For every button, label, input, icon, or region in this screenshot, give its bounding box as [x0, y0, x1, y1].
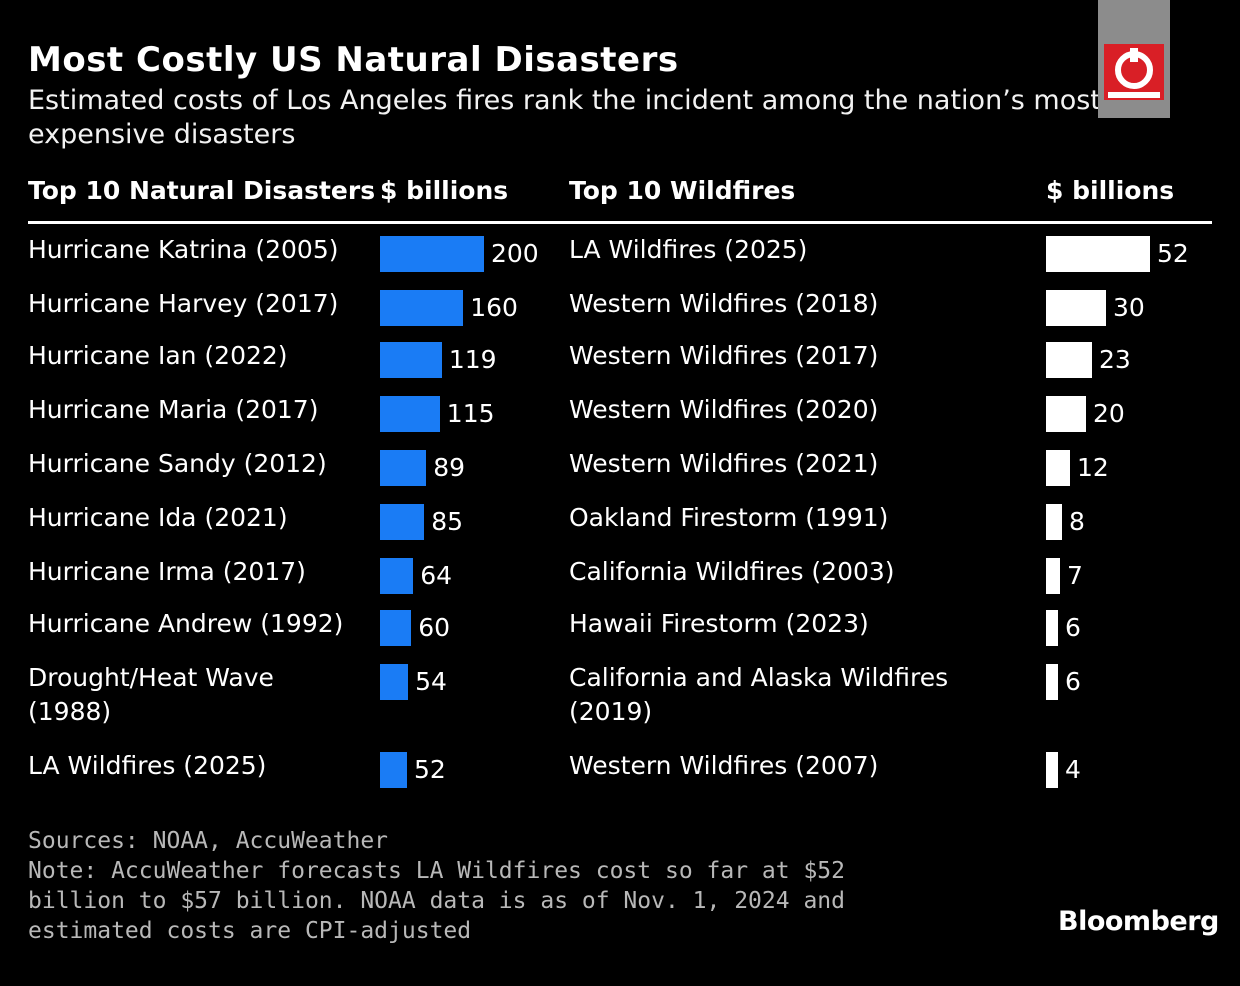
chart-title: Most Costly US Natural Disasters	[28, 40, 679, 80]
right-unit-header: $ billions	[1046, 176, 1175, 205]
disaster-label: Hurricane Ida (2021)	[28, 503, 288, 532]
wildfire-value-label: 20	[1093, 399, 1125, 428]
watermark-icon	[1104, 44, 1164, 100]
disaster-bar	[380, 558, 414, 594]
wildfire-value-label: 30	[1113, 293, 1145, 322]
wildfire-value-label: 52	[1157, 239, 1189, 268]
wildfire-bar	[1046, 558, 1060, 594]
disaster-value-label: 115	[446, 399, 495, 428]
disaster-bar	[380, 342, 442, 378]
watermark-logo	[1098, 0, 1170, 118]
note-text: Note: AccuWeather forecasts LA Wildfires…	[28, 858, 845, 944]
disaster-value-label: 119	[448, 345, 497, 374]
wildfire-value-label: 8	[1069, 507, 1085, 536]
left-table-header: Top 10 Natural Disasters	[28, 176, 376, 205]
wildfire-value-label: 6	[1065, 613, 1081, 642]
disaster-bar	[380, 450, 427, 486]
wildfire-label: Western Wildfires (2017)	[569, 341, 879, 370]
disaster-bar	[380, 610, 412, 646]
disaster-label: Hurricane Ian (2022)	[28, 341, 288, 370]
disaster-label: Drought/Heat Wave (1988)	[28, 663, 274, 726]
wildfire-bar	[1046, 396, 1086, 432]
wildfire-value-label: 12	[1077, 453, 1109, 482]
disaster-value-label: 54	[415, 667, 447, 696]
wildfire-label: Oakland Firestorm (1991)	[569, 503, 889, 532]
disaster-value-label: 160	[470, 293, 518, 322]
wildfire-value-label: 7	[1067, 561, 1083, 590]
disaster-label: Hurricane Andrew (1992)	[28, 609, 344, 638]
disaster-label: LA Wildfires (2025)	[28, 751, 267, 780]
wildfire-label: Hawaii Firestorm (2023)	[569, 609, 869, 638]
sources-text: Sources: NOAA, AccuWeather	[28, 828, 389, 854]
footer-notes: Sources: NOAA, AccuWeather Note: AccuWea…	[28, 826, 948, 946]
bloomberg-logo: Bloomberg	[1058, 906, 1219, 937]
header-divider	[28, 221, 1212, 224]
wildfire-bar	[1046, 450, 1070, 486]
disaster-bar	[380, 236, 484, 272]
wildfire-bar	[1046, 752, 1058, 788]
disaster-label: Hurricane Irma (2017)	[28, 557, 306, 586]
chart-subtitle: Estimated costs of Los Angeles fires ran…	[28, 85, 1101, 150]
wildfire-bar	[1046, 342, 1092, 378]
disaster-value-label: 60	[418, 613, 450, 642]
wildfire-label: Western Wildfires (2018)	[569, 289, 879, 318]
disaster-value-label: 85	[431, 507, 463, 536]
disaster-value-label: 89	[433, 453, 466, 482]
disaster-label: Hurricane Katrina (2005)	[28, 235, 339, 264]
disaster-bar	[380, 664, 409, 700]
disaster-bar	[380, 290, 464, 326]
wildfire-bar	[1046, 610, 1058, 646]
wildfire-label: Western Wildfires (2021)	[569, 449, 879, 478]
disaster-value-label: 52	[414, 755, 446, 784]
wildfire-value-label: 4	[1065, 755, 1081, 784]
wildfire-label: Western Wildfires (2020)	[569, 395, 879, 424]
right-table-header: Top 10 Wildfires	[569, 176, 796, 205]
wildfire-label: California Wildfires (2003)	[569, 557, 895, 586]
wildfire-bar	[1046, 504, 1062, 540]
wildfire-label: California and Alaska Wildfires (2019)	[569, 663, 949, 726]
disaster-bar	[380, 504, 425, 540]
wildfire-bar	[1046, 664, 1058, 700]
wildfire-label: LA Wildfires (2025)	[569, 235, 808, 264]
wildfire-label: Western Wildfires (2007)	[569, 751, 879, 780]
wildfire-bar	[1046, 236, 1150, 272]
disaster-bar	[380, 752, 408, 788]
wildfire-value-label: 23	[1099, 345, 1131, 374]
wildfire-bar	[1046, 290, 1106, 326]
disaster-label: Hurricane Maria (2017)	[28, 395, 319, 424]
disaster-value-label: 200	[491, 239, 539, 268]
disaster-label: Hurricane Sandy (2012)	[28, 449, 327, 478]
wildfire-value-label: 6	[1065, 667, 1081, 696]
disaster-label: Hurricane Harvey (2017)	[28, 289, 339, 318]
left-unit-header: $ billions	[380, 176, 509, 205]
disaster-bar	[380, 396, 440, 432]
disaster-value-label: 64	[420, 561, 453, 590]
